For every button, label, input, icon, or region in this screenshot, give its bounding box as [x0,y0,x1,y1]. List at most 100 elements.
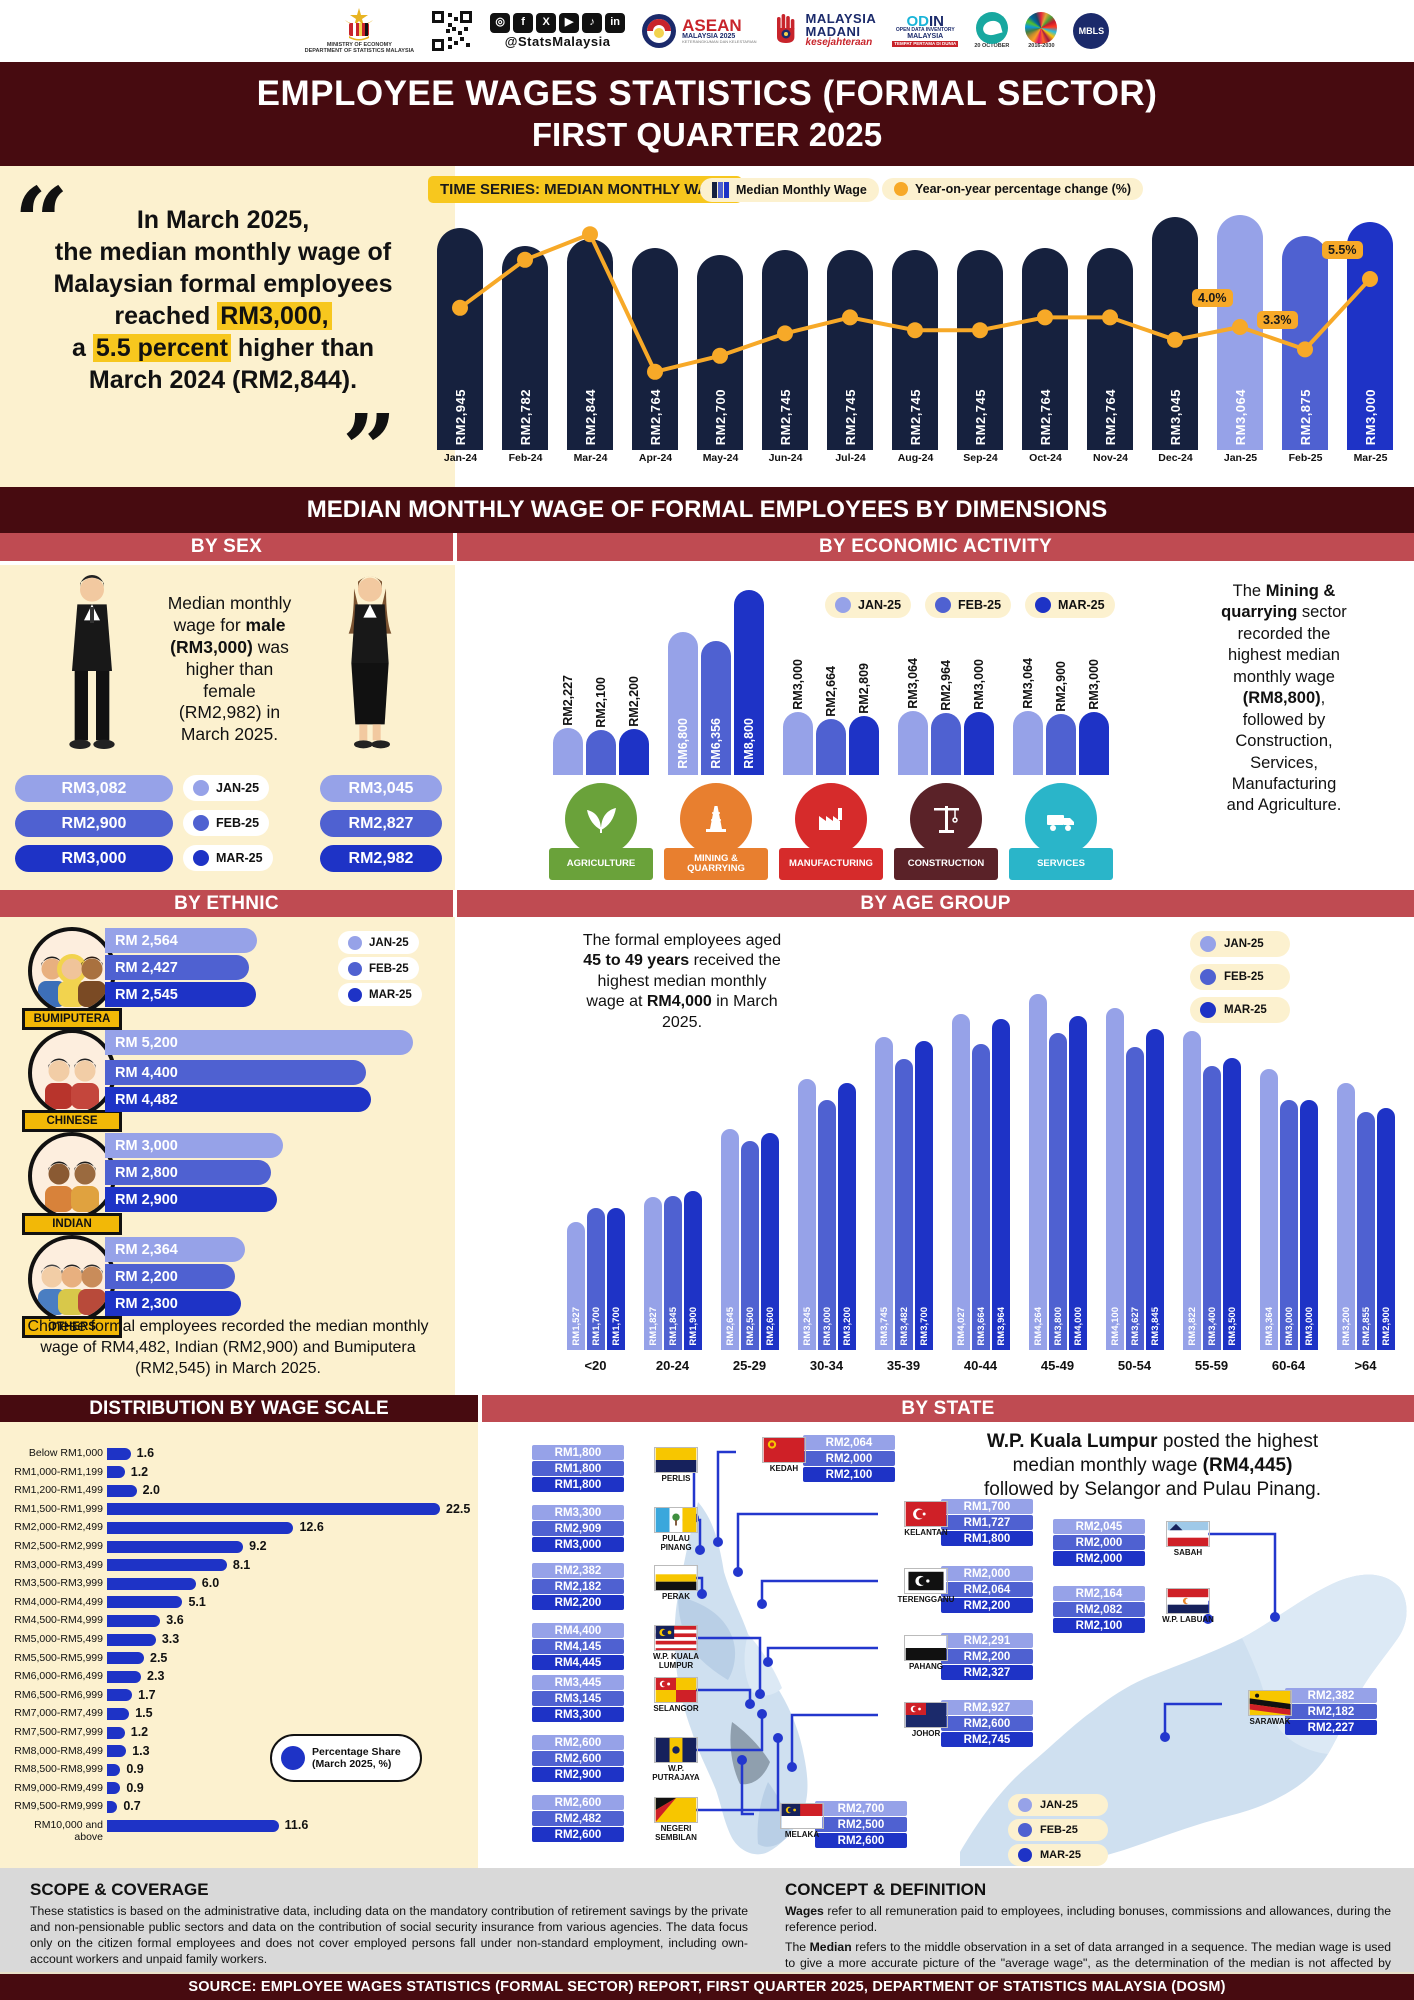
wage-scale-label: RM1,500-RM1,999 [14,1502,103,1515]
sector-label-mining-quarrying: MINING & QUARRYING [664,848,768,880]
sdg-logo: 2016-2030 [1025,12,1058,50]
quote-panel: “ In March 2025, the median monthly wage… [0,166,455,505]
age-bar-label: RM4,264 [1029,1307,1047,1346]
legend-dot [1200,1002,1216,1018]
state-flag-negeri-sembilan: NEGERI SEMBILAN [630,1797,722,1843]
bar-value: RM2,200 [627,676,641,727]
age-bar: RM4,100 [1106,1007,1124,1350]
econ-bar [898,710,928,775]
wage-bar-Feb-24: RM2,782 [502,246,548,450]
tiktok-icon[interactable]: ♪ [582,13,603,34]
age-bar: RM4,264 [1029,993,1047,1350]
state-chip: RM2,382 [532,1563,624,1578]
wage-scale-bar [107,1614,161,1627]
legend-dot [348,961,362,976]
facebook-icon[interactable]: f [513,13,534,34]
month-label: Dec-24 [1158,452,1193,464]
bar-value: RM2,500 [744,1307,756,1346]
malaysia-map [674,1450,1407,1866]
text-segment: The formal employees aged [582,932,782,949]
by-sex-header: BY SEX [0,533,453,561]
text-segment: The [785,1939,810,1954]
wage-scale-panel: Below RM1,000 1.6 RM1,000-RM1,199 1.2 RM1,20… [0,1422,478,1868]
age-category-label: 20-24 [655,1358,690,1373]
wage-scale-label: RM4,000-RM4,499 [14,1595,103,1608]
state-chip: RM3,300 [532,1505,624,1520]
asean-sub: MALAYSIA 2025 [682,32,736,40]
age-bar-label: RM2,900 [1377,1307,1395,1346]
age-bar-label: RM3,200 [838,1307,856,1346]
yoy-label: 5.5% [1322,241,1363,259]
state-chip: RM3,445 [532,1675,624,1690]
age-bar-label: RM3,664 [972,1307,990,1346]
wage-scale-label: RM5,500-RM5,999 [14,1651,103,1664]
text-segment: higher than March 2024 (RM2,844). [88,334,374,394]
qr-code[interactable] [430,9,475,53]
econ-bar [1013,710,1043,775]
econ-bar [964,711,994,775]
linkedin-icon[interactable]: in [605,13,626,34]
female-figure [348,576,392,749]
wage-scale-label: RM9,500-RM9,999 [14,1800,103,1813]
ethnic-bar: RM 4,400 [105,1060,366,1085]
wage-scale-bar [107,1763,121,1776]
wage-scale-bar [107,1577,196,1590]
sex-legend-MAR-25: MAR-25 [183,845,273,871]
legend-label: FEB-25 [369,962,409,975]
legend-yoy-change: Year-on-year percentage change (%) [882,178,1144,200]
youtube-icon[interactable]: ▶ [559,13,580,34]
age-bar-label: RM3,000 [1280,1307,1298,1346]
bar-value: RM3,000 [1087,659,1101,710]
age-bar-label: RM3,000 [1300,1307,1318,1346]
bar-value: RM2,900 [1380,1307,1392,1346]
econ-bar [816,718,846,775]
econ-bar [553,728,583,775]
ethnic-label-indian: INDIAN [22,1213,122,1236]
text-segment: (RM8,800) [1242,689,1321,708]
wage-bar-Mar-24: RM2,844 [567,239,613,450]
wage-scale-label: RM2,000-RM2,499 [14,1521,103,1534]
ethnic-legend-FEB-25: FEB-25 [338,957,419,980]
close-quote-icon: ” [342,394,397,505]
state-values-w-p-labuan: RM2,164 RM2,082 RM2,100 [1053,1586,1145,1634]
yoy-label: 3.3% [1257,311,1298,330]
state-values-w-p-putrajaya: RM2,600 RM2,600 RM2,900 [532,1735,624,1783]
state-values-kelantan: RM1,700 RM1,727 RM1,800 [941,1499,1033,1547]
age-bar: RM3,700 [915,1041,933,1350]
title-bar: EMPLOYEE WAGES STATISTICS (FORMAL SECTOR… [0,62,1414,166]
bar-value: RM3,482 [898,1307,910,1346]
econ-bar: RM8,800 [734,590,764,775]
concept-title: CONCEPT & DEFINITION [785,1880,987,1899]
state-name: JOHOR [911,1729,941,1738]
age-bar: RM3,964 [992,1019,1010,1350]
state-chip: RM2,182 [1285,1704,1377,1719]
legend-label: MAR-25 [1040,1849,1081,1861]
legend-label: FEB-25 [1224,971,1264,983]
bar-value: RM1,700 [590,1307,602,1346]
state-chip: RM2,227 [1285,1720,1377,1735]
ethnic-legend-MAR-25: MAR-25 [338,983,422,1006]
state-flag-pulau-pinang: PULAU PINANG [630,1507,722,1553]
instagram-icon[interactable]: ◎ [490,13,511,34]
ethnic-bar: RM 2,427 [105,955,249,980]
age-bar-label: RM3,400 [1203,1307,1221,1346]
ethnic-bar: RM 2,900 [105,1187,277,1212]
ethnic-bar: RM 2,364 [105,1237,246,1262]
month-label: May-24 [702,452,739,464]
wage-bar-Mar-25: RM3,000 [1347,222,1393,450]
bar-value: RM3,000 [791,659,805,710]
state-chip: RM2,082 [1053,1602,1145,1617]
legend-dot [348,987,362,1002]
state-values-selangor: RM3,445 RM3,145 RM3,300 [532,1675,624,1723]
wage-scale-value: 8.1 [232,1557,251,1572]
econ-bar [619,728,649,775]
age-bar: RM3,482 [895,1059,913,1350]
x-icon[interactable]: X [536,13,557,34]
state-flag-kedah: KEDAH [738,1437,830,1474]
odin-sub2: MALAYSIA [907,33,944,41]
age-bar: RM3,822 [1183,1030,1201,1350]
state-chip: RM2,600 [532,1795,624,1810]
legend-dot [935,597,951,613]
state-name: PULAU PINANG [660,1534,692,1552]
state-chip: RM1,800 [532,1477,624,1492]
